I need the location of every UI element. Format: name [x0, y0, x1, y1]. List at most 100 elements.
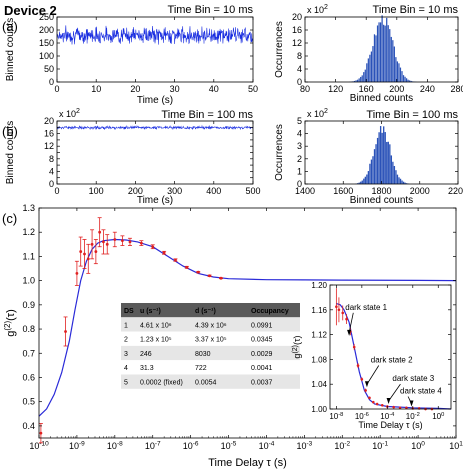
hist-bar	[373, 149, 376, 184]
annotation-label: dark state 4	[400, 387, 442, 396]
data-point	[162, 251, 166, 255]
data-point	[83, 252, 86, 256]
tick-label: 10-1	[372, 440, 388, 451]
tick-label: 160	[359, 84, 374, 94]
hist-bar	[375, 35, 377, 82]
tick-label: 12	[292, 38, 302, 48]
device-label: Device 2	[4, 3, 57, 18]
hist-bar	[357, 183, 359, 184]
table-cell: 0.0002 (fixed)	[140, 380, 183, 387]
hist-bar	[405, 78, 408, 82]
multiplier-label: x 102	[307, 108, 328, 119]
tick-label: 30	[170, 84, 180, 94]
tick-label: 2	[297, 154, 302, 164]
tick-label: 20	[44, 116, 54, 126]
a-hist-frame	[304, 16, 459, 83]
arrow-head	[409, 400, 414, 407]
data-point	[398, 406, 402, 410]
table-row	[121, 345, 300, 361]
tick-label: 1600	[333, 186, 353, 196]
tick-label: 12	[44, 141, 54, 151]
table-cell: 1.23 x 10⁵	[140, 337, 172, 344]
data-point	[356, 364, 360, 367]
tick-label: 10-2	[334, 440, 350, 451]
table-cell: 4.61 x 10⁶	[140, 322, 172, 329]
c-inset-frame	[329, 284, 452, 410]
table-header-bg	[121, 303, 300, 318]
hist-bar	[399, 67, 402, 82]
tick-label: 280	[450, 84, 463, 94]
tick-label: 500	[245, 186, 260, 196]
table-header-cell: DS	[124, 308, 134, 315]
data-point	[121, 239, 124, 243]
hist-bar	[404, 76, 406, 82]
hist-bar	[376, 25, 379, 83]
data-point	[174, 258, 177, 262]
tick-label: 1.00	[311, 405, 327, 414]
tick-label: 1.08	[311, 355, 327, 364]
tick-label: 0	[49, 77, 54, 87]
data-point	[105, 242, 109, 246]
hist-bar	[396, 61, 399, 82]
panel-label-a: (a)	[2, 19, 18, 34]
tick-label: 1800	[371, 186, 391, 196]
annotation-arrow	[366, 365, 380, 385]
model-curve	[336, 303, 452, 410]
data-point	[372, 400, 375, 404]
a-trace-frame	[56, 16, 254, 83]
c-main-frame	[38, 207, 457, 439]
y-axis-label: Binned counts	[5, 121, 16, 184]
tick-label: 200	[389, 84, 404, 94]
tick-label: 1	[297, 166, 302, 176]
tick-label: 0	[54, 84, 59, 94]
table-cell: 722	[195, 365, 207, 372]
hist-bar	[410, 80, 412, 82]
tick-label: 100	[432, 412, 444, 421]
tick-label: 10-8	[329, 412, 343, 421]
hist-bar	[375, 144, 377, 184]
arrow-head	[347, 329, 352, 336]
table-cell: 3.37 x 10⁵	[195, 337, 227, 344]
tick-label: 1.16	[311, 306, 327, 315]
data-point	[405, 406, 408, 410]
hist-bar	[357, 79, 359, 82]
data-point	[75, 271, 79, 275]
hist-bar	[399, 178, 402, 184]
table-cell: 0.0037	[251, 380, 273, 387]
data-point	[375, 402, 379, 406]
annotation-label: dark state 1	[345, 303, 387, 312]
hist-bar	[392, 161, 394, 184]
hist-bar	[379, 126, 382, 184]
table-cell: 4	[124, 365, 128, 372]
hist-bar	[389, 144, 391, 184]
chart-a-hist: 80 120 160 200 240 280 0 4 8 12 16 20 Time Bin = 10 …	[274, 4, 463, 104]
hist-bar	[386, 17, 388, 83]
tick-label: 240	[420, 84, 435, 94]
hist-bar	[384, 25, 386, 82]
table-cell: 0.0041	[251, 365, 273, 372]
table-row	[121, 331, 300, 346]
chart-c-main: 10-10 10-9 10-8 10-7 10-6 10-5 10-4 10-3 10-2 10-…	[3, 203, 463, 469]
hist-bar	[398, 177, 400, 184]
hist-bar	[367, 171, 370, 184]
trace-line	[56, 25, 254, 45]
hist-bar	[389, 29, 391, 83]
data-point	[352, 345, 356, 349]
data-point	[368, 396, 371, 400]
tick-label: 50	[248, 84, 258, 94]
data-point	[102, 240, 105, 244]
hist-bar	[358, 78, 360, 82]
tick-label: 1.1	[22, 251, 35, 261]
tick-label: 10-10	[29, 440, 49, 451]
tick-label: 150	[39, 38, 54, 48]
chart-title: Time Bin = 10 ms	[168, 4, 254, 16]
tick-label: 10-7	[145, 440, 161, 451]
hist-bar	[363, 178, 365, 184]
tick-label: 8	[297, 51, 302, 61]
hist-bar	[409, 80, 411, 82]
data-point	[98, 230, 102, 234]
hist-bar	[396, 174, 399, 184]
data-point	[39, 431, 43, 435]
